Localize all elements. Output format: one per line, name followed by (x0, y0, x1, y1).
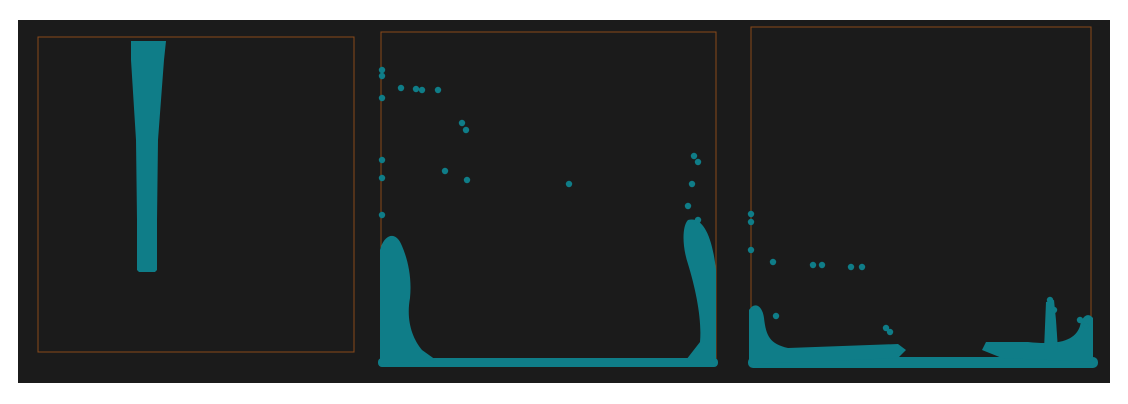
fluid-droplet (1046, 296, 1054, 304)
fluid-droplet (397, 84, 405, 92)
frame-3-droplets (747, 210, 1090, 336)
fluid-droplet (1082, 322, 1090, 330)
fluid-droplet (694, 158, 702, 166)
fluid-droplet (412, 85, 420, 93)
fluid-droplet (418, 86, 426, 94)
fluid-droplet (565, 180, 573, 188)
fluid-droplet (747, 218, 755, 226)
fluid-droplet (858, 263, 866, 271)
fluid-droplet (809, 261, 817, 269)
fluid-droplet (847, 263, 855, 271)
frame-2-panel (378, 31, 718, 367)
fluid-droplet (886, 328, 894, 336)
frame-1-panel (37, 36, 355, 353)
fluid-droplet (462, 126, 470, 134)
fluid-droplet (772, 312, 780, 320)
fluid-droplet (688, 180, 696, 188)
frame-3-panel (747, 26, 1098, 368)
fluid-droplet (378, 72, 386, 80)
frame-2-droplets (378, 66, 708, 238)
frame-1-container-box (37, 36, 355, 353)
scene-background (18, 20, 1110, 383)
frame-3-left-wave (749, 305, 906, 364)
frame-2-right-splash (683, 219, 716, 364)
frame-3-right-wave (982, 315, 1093, 362)
fluid-droplet (694, 216, 702, 224)
fluid-droplet (463, 176, 471, 184)
fluid-droplet (747, 246, 755, 254)
fluid-droplet (700, 230, 708, 238)
frame-2-fluid-floor (378, 358, 718, 367)
fluid-droplet (769, 258, 777, 266)
fluid-droplet (378, 174, 386, 182)
fluid-droplet (434, 86, 442, 94)
fluid-droplet (684, 202, 692, 210)
fluid-droplet (818, 261, 826, 269)
simulation-viewport (18, 20, 1110, 383)
frame-1-fluid-column (131, 41, 166, 272)
fluid-droplet (1076, 316, 1084, 324)
fluid-droplet (690, 152, 698, 160)
fluid-droplet (378, 66, 386, 74)
fluid-droplet (378, 156, 386, 164)
fluid-droplet (747, 210, 755, 218)
fluid-droplet (441, 167, 449, 175)
fluid-droplet (378, 94, 386, 102)
fluid-droplet (378, 211, 386, 219)
simulation-canvas (18, 20, 1110, 383)
fluid-droplet (1050, 306, 1058, 314)
frame-2-left-splash (380, 235, 436, 364)
fluid-droplet (882, 324, 890, 332)
fluid-droplet (458, 119, 466, 127)
